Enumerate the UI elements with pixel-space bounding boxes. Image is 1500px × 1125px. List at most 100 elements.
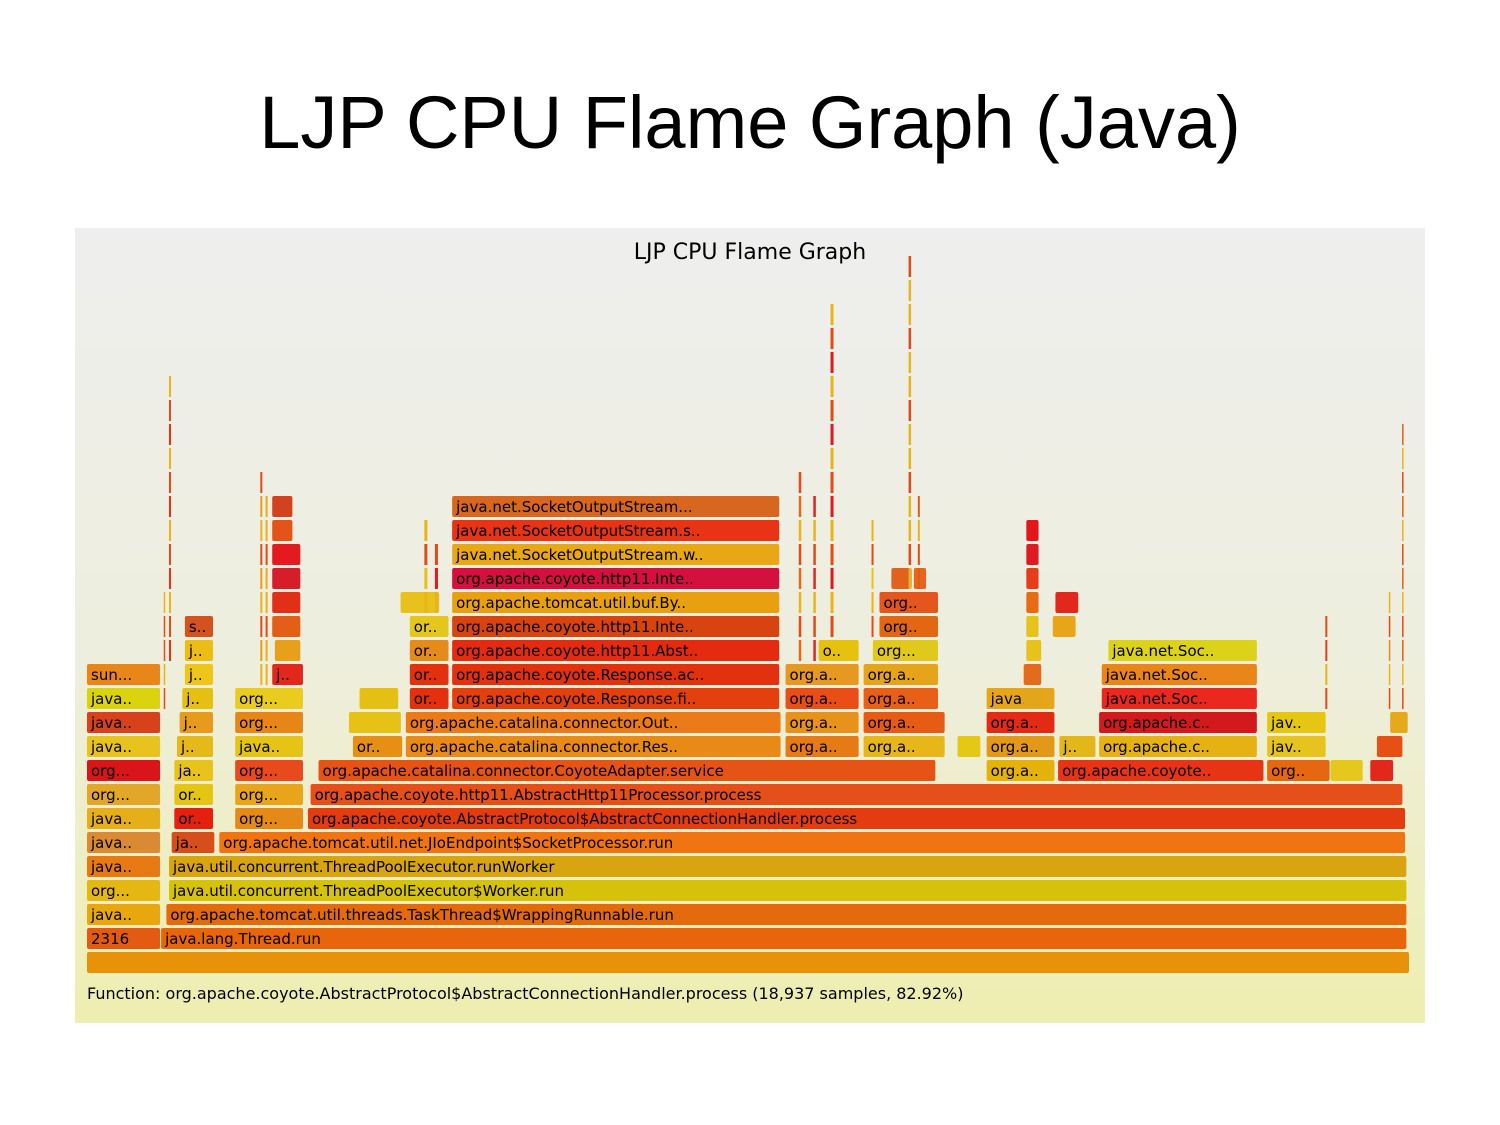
flame-frame-bar[interactable] <box>405 736 781 757</box>
flame-frame[interactable] <box>891 568 912 589</box>
flame-frame[interactable]: org.a.. <box>785 712 859 733</box>
flame-frame[interactable]: org.. <box>879 616 939 637</box>
flame-spike-frame[interactable] <box>260 664 263 685</box>
flame-spike-frame[interactable] <box>830 328 834 349</box>
flame-spike-frame[interactable] <box>830 472 834 493</box>
flame-frame-bar[interactable] <box>184 640 214 661</box>
flame-spike-frame[interactable] <box>265 640 268 661</box>
flame-frame-bar[interactable] <box>307 808 1406 829</box>
flame-spike-frame[interactable] <box>830 520 834 541</box>
flame-frame[interactable]: java.net.Soc.. <box>1101 688 1257 709</box>
flame-frame[interactable]: sun... <box>87 664 161 685</box>
flame-spike-frame[interactable] <box>169 448 172 469</box>
flame-spike-frame[interactable] <box>169 568 172 589</box>
flame-frame[interactable]: 2316 <box>87 928 161 949</box>
flame-frame[interactable] <box>1023 664 1042 685</box>
flame-spike-frame[interactable] <box>871 544 874 565</box>
flame-frame-bar[interactable] <box>818 640 859 661</box>
flame-frame[interactable]: java.. <box>87 856 161 877</box>
flame-spike-frame[interactable] <box>434 568 438 589</box>
flame-frame[interactable]: org... <box>87 880 161 901</box>
flame-spike-frame[interactable] <box>830 496 834 517</box>
flame-frame[interactable] <box>957 736 981 757</box>
flame-frame-bar[interactable] <box>1099 712 1257 733</box>
flame-frame[interactable]: org.a.. <box>986 712 1055 733</box>
flame-frame[interactable] <box>1390 712 1408 733</box>
flame-frame-bar[interactable] <box>352 736 403 757</box>
flame-frame-bar[interactable] <box>452 520 780 541</box>
flame-spike-frame[interactable] <box>830 448 834 469</box>
flame-frame[interactable]: org.a.. <box>863 736 945 757</box>
flame-spike-frame[interactable] <box>260 520 263 541</box>
flame-frame[interactable]: org.apache.coyote.http11.Inte.. <box>452 616 780 637</box>
flame-frame[interactable] <box>1376 736 1403 757</box>
flame-spike-frame[interactable] <box>265 520 268 541</box>
flame-spike-frame[interactable] <box>424 592 428 613</box>
flame-frame-bar[interactable] <box>174 784 214 805</box>
flame-frame-bar[interactable] <box>452 568 780 589</box>
flame-spike-frame[interactable] <box>830 544 834 565</box>
flame-frame[interactable]: org... <box>235 712 303 733</box>
flame-spike-frame[interactable] <box>169 592 172 613</box>
flame-frame-bar[interactable] <box>87 952 1409 973</box>
flame-frame[interactable]: org.apache.c.. <box>1099 736 1257 757</box>
flame-frame-bar[interactable] <box>272 520 293 541</box>
flame-frame[interactable]: j.. <box>182 688 214 709</box>
flame-spike-frame[interactable] <box>1388 592 1391 613</box>
flame-frame[interactable]: org.apache.tomcat.util.net.JIoEndpoint$S… <box>219 832 1406 853</box>
flame-spike-frame[interactable] <box>169 640 172 661</box>
flame-frame-bar[interactable] <box>87 760 161 781</box>
flame-frame[interactable]: org.apache.tomcat.util.buf.By.. <box>452 592 780 613</box>
flame-frame[interactable] <box>1026 544 1039 565</box>
flame-spike-frame[interactable] <box>798 520 802 541</box>
flame-frame-bar[interactable] <box>1058 760 1264 781</box>
flame-frame[interactable]: org.apache.coyote.AbstractProtocol$Abstr… <box>307 808 1406 829</box>
flame-frame-bar[interactable] <box>161 928 1407 949</box>
flame-spike-frame[interactable] <box>908 424 912 445</box>
flame-frame[interactable]: java.. <box>87 688 161 709</box>
flame-spike-frame[interactable] <box>1402 544 1404 565</box>
flame-spike-frame[interactable] <box>265 568 268 589</box>
flame-frame[interactable]: org.apache.catalina.connector.Out.. <box>405 712 781 733</box>
flame-frame-bar[interactable] <box>863 712 945 733</box>
flame-frame[interactable]: org.apache.coyote.Response.fi.. <box>452 688 780 709</box>
flame-frame[interactable]: or.. <box>352 736 403 757</box>
flame-spike-frame[interactable] <box>798 496 802 517</box>
flame-frame-bar[interactable] <box>785 664 859 685</box>
flame-frame-bar[interactable] <box>87 664 161 685</box>
flame-frame-bar[interactable] <box>879 592 939 613</box>
flame-spike-frame[interactable] <box>1388 616 1391 637</box>
flame-frame[interactable] <box>272 520 293 541</box>
flame-spike-frame[interactable] <box>1388 640 1391 661</box>
flame-spike-frame[interactable] <box>169 400 172 421</box>
flame-spike-frame[interactable] <box>830 352 834 373</box>
flame-frame[interactable] <box>1055 592 1079 613</box>
flame-frame[interactable] <box>272 616 301 637</box>
flame-frame-bar[interactable] <box>452 664 780 685</box>
flame-spike-frame[interactable] <box>908 256 912 277</box>
flame-frame[interactable]: org... <box>235 784 303 805</box>
flame-frame-bar[interactable] <box>863 736 945 757</box>
flame-frame-bar[interactable] <box>409 688 449 709</box>
flame-frame-bar[interactable] <box>1059 736 1096 757</box>
flame-frame[interactable]: org.. <box>879 592 939 613</box>
flame-frame[interactable] <box>1026 568 1039 589</box>
flame-frame[interactable]: java.net.SocketOutputStream.w.. <box>452 544 780 565</box>
flame-spike-frame[interactable] <box>265 496 268 517</box>
flame-frame-bar[interactable] <box>272 568 301 589</box>
flame-frame-bar[interactable] <box>87 688 161 709</box>
flame-frame-bar[interactable] <box>87 736 161 757</box>
flame-frame-bar[interactable] <box>863 688 939 709</box>
flame-frame-bar[interactable] <box>452 688 780 709</box>
flame-frame[interactable]: jav.. <box>1267 736 1326 757</box>
flame-frame-bar[interactable] <box>87 904 161 925</box>
flame-frame[interactable]: org.apache.catalina.connector.Res.. <box>405 736 781 757</box>
flame-spike-frame[interactable] <box>424 568 428 589</box>
flame-frame-bar[interactable] <box>986 736 1055 757</box>
flame-spike-frame[interactable] <box>908 352 912 373</box>
flame-frame-bar[interactable] <box>1108 640 1257 661</box>
flame-spike-frame[interactable] <box>169 472 172 493</box>
flame-spike-frame[interactable] <box>1325 688 1328 709</box>
flame-frame-bar[interactable] <box>1376 736 1403 757</box>
flame-frame[interactable]: org... <box>235 688 303 709</box>
